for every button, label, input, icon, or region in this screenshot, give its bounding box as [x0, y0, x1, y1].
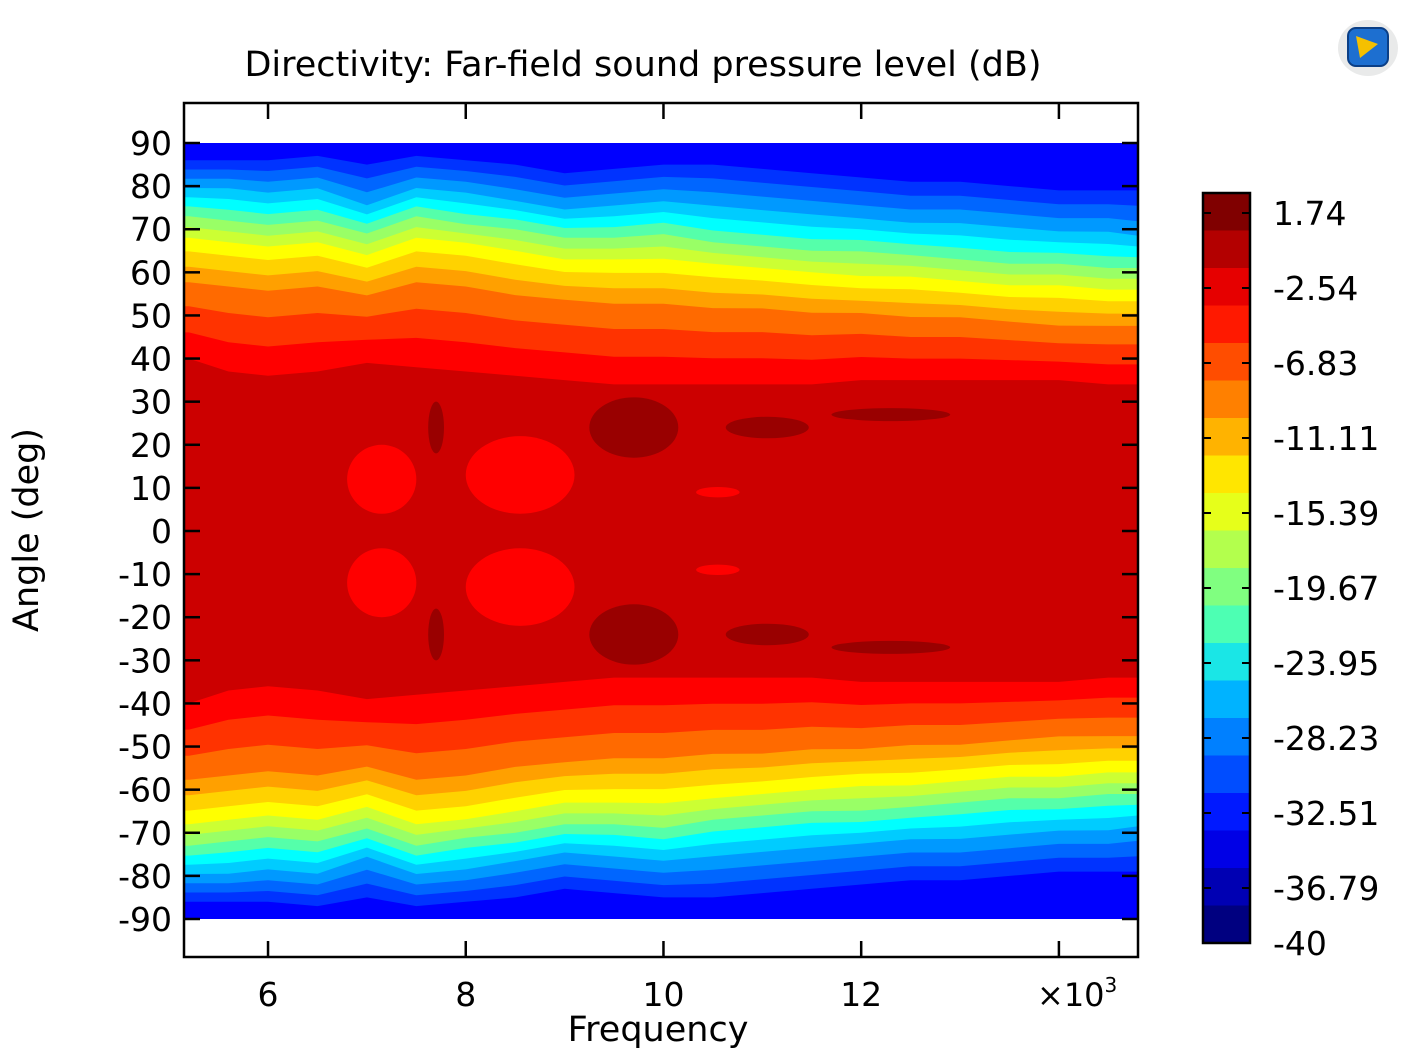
y-tick-label: -80: [118, 857, 172, 896]
heatmap-field: [184, 143, 1138, 919]
y-tick-label: 0: [151, 512, 172, 551]
colorbar-swatch: [1203, 380, 1250, 419]
level-band-0: [184, 358, 1138, 704]
colorbar-label: -28.23: [1273, 719, 1379, 758]
y-tick-label: 10: [130, 469, 172, 508]
y-tick-label: -60: [118, 771, 172, 810]
y-tick-label: 50: [130, 296, 172, 335]
y-axis-label: Angle (deg): [7, 428, 47, 632]
colorbar-label: 1.74: [1273, 194, 1346, 233]
y-tick-label: 80: [130, 167, 172, 206]
colorbar-label: -40: [1273, 924, 1327, 963]
y-tick-label: 70: [130, 210, 172, 249]
x-axis: 6 8 10 12: [258, 103, 1061, 1014]
colorbar-swatch: [1203, 305, 1250, 344]
colorbar-label: -36.79: [1273, 869, 1379, 908]
x-tick-label: 6: [258, 975, 279, 1014]
level-peak-0: [589, 604, 679, 665]
y-tick-label: -10: [118, 555, 172, 594]
y-tick-label: -40: [118, 684, 172, 723]
level-peak-1: [725, 623, 809, 646]
x-multiplier: ×103: [1037, 973, 1117, 1014]
colorbar-label: -2.54: [1273, 269, 1358, 308]
y-tick-label: -70: [118, 814, 172, 853]
y-tick-label: -90: [118, 900, 172, 939]
level-dip-2: [696, 487, 740, 498]
colorbar-label: -15.39: [1273, 494, 1379, 533]
x-multiplier-base: ×10: [1037, 976, 1105, 1014]
colorbar-label: -23.95: [1273, 644, 1379, 683]
colorbar-swatch: [1203, 755, 1250, 794]
colorbar-frame: [1201, 191, 1252, 945]
level-peak-1: [725, 416, 809, 439]
level-peak-0: [589, 397, 679, 458]
y-axis: 90 80 70 60 50 40 30 20 10 0 -10 -20 -30 -40 -50 -60 -70…: [118, 124, 1138, 939]
colorbar-swatch: [1203, 605, 1250, 644]
level-peak-3: [428, 401, 445, 454]
colorbar-label: -32.51: [1273, 794, 1379, 833]
level-peak-2: [831, 408, 951, 422]
level-peak-2: [831, 640, 951, 654]
colorbar-label: -6.83: [1273, 344, 1358, 383]
y-tick-label: -20: [118, 598, 172, 637]
y-tick-label: 20: [130, 426, 172, 465]
y-tick-label: 60: [130, 253, 172, 292]
y-tick-label: 40: [130, 340, 172, 379]
x-tick-label: 8: [455, 975, 476, 1014]
chart-title: Directivity: Far-field sound pressure le…: [244, 45, 1041, 85]
colorbar-swatch: [1203, 830, 1250, 869]
colorbar-swatch: [1203, 230, 1250, 269]
level-peak-3: [428, 608, 445, 661]
x-axis-label: Frequency: [568, 1010, 749, 1050]
colorbar-label: -11.11: [1273, 419, 1379, 458]
level-dip-0: [347, 444, 417, 514]
level-dip-1: [465, 548, 575, 626]
level-dip-1: [465, 436, 575, 514]
colorbar: 1.74 -2.54 -6.83 -11.11 -15.39 -19.67 -23.95 -2…: [1201, 191, 1379, 963]
y-tick-label: 90: [130, 124, 172, 163]
y-tick-label: -50: [118, 728, 172, 767]
x-tick-label: 10: [642, 975, 684, 1014]
app-logo-icon: [1338, 20, 1398, 76]
colorbar-label: -19.67: [1273, 569, 1379, 608]
y-tick-label: 30: [130, 383, 172, 422]
level-dip-0: [347, 548, 417, 618]
x-multiplier-exponent: 3: [1105, 973, 1118, 997]
colorbar-swatch: [1203, 530, 1250, 569]
y-tick-label: -30: [118, 641, 172, 680]
colorbar-swatch: [1203, 455, 1250, 494]
x-tick-label: 12: [840, 975, 882, 1014]
level-dip-2: [696, 564, 740, 575]
colorbar-swatch: [1203, 680, 1250, 719]
colorbar-swatch: [1203, 905, 1250, 944]
